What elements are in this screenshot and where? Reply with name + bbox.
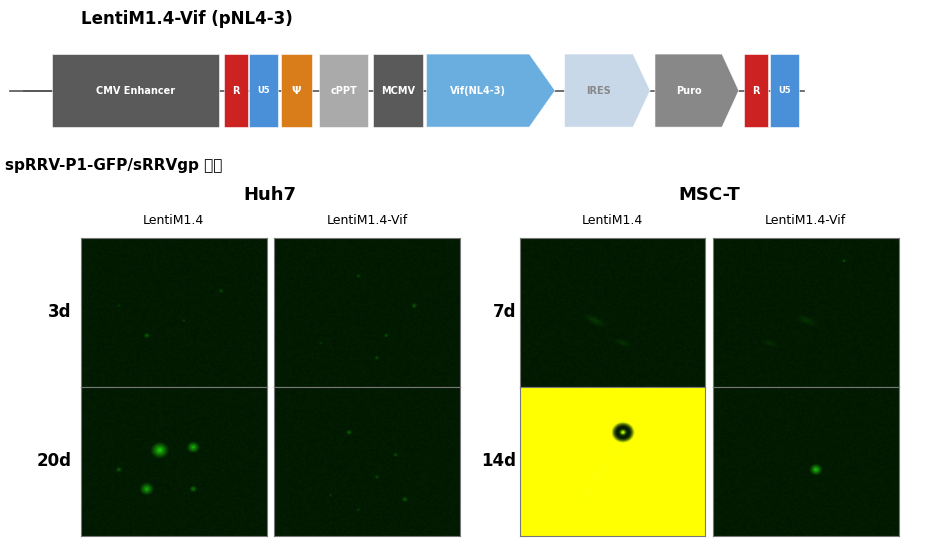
FancyBboxPatch shape [52, 54, 219, 127]
Text: LentiM1.4: LentiM1.4 [143, 214, 205, 227]
Text: 20d: 20d [36, 452, 71, 470]
Text: U5: U5 [257, 86, 270, 95]
Polygon shape [655, 54, 739, 127]
Text: IRES: IRES [586, 85, 611, 96]
Text: spRRV-P1-GFP/sRRVgp 감염: spRRV-P1-GFP/sRRVgp 감염 [6, 158, 223, 173]
Text: LentiM1.4-Vif (pNL4-3): LentiM1.4-Vif (pNL4-3) [81, 10, 292, 28]
Text: cPPT: cPPT [330, 85, 357, 96]
Text: 7d: 7d [492, 304, 516, 321]
Text: Puro: Puro [676, 85, 702, 96]
Text: U5: U5 [778, 86, 791, 95]
Text: Ψ: Ψ [292, 85, 301, 96]
Text: 3d: 3d [48, 304, 71, 321]
FancyBboxPatch shape [744, 54, 768, 127]
Polygon shape [565, 54, 650, 127]
Text: LentiM1.4-Vif: LentiM1.4-Vif [765, 214, 846, 227]
FancyBboxPatch shape [281, 54, 312, 127]
FancyBboxPatch shape [319, 54, 368, 127]
Text: R: R [753, 85, 760, 96]
Text: Huh7: Huh7 [244, 187, 297, 204]
FancyBboxPatch shape [224, 54, 248, 127]
Text: LentiM1.4-Vif: LentiM1.4-Vif [327, 214, 407, 227]
FancyBboxPatch shape [770, 54, 799, 127]
Text: MSC-T: MSC-T [679, 187, 740, 204]
Text: Vif(NL4-3): Vif(NL4-3) [450, 85, 506, 96]
Text: R: R [232, 85, 239, 96]
Text: LentiM1.4: LentiM1.4 [582, 214, 644, 227]
Text: 14d: 14d [481, 452, 516, 470]
Text: CMV Enhancer: CMV Enhancer [96, 85, 175, 96]
FancyBboxPatch shape [249, 54, 278, 127]
Text: MCMV: MCMV [381, 85, 415, 96]
FancyBboxPatch shape [373, 54, 423, 127]
Polygon shape [426, 54, 555, 127]
